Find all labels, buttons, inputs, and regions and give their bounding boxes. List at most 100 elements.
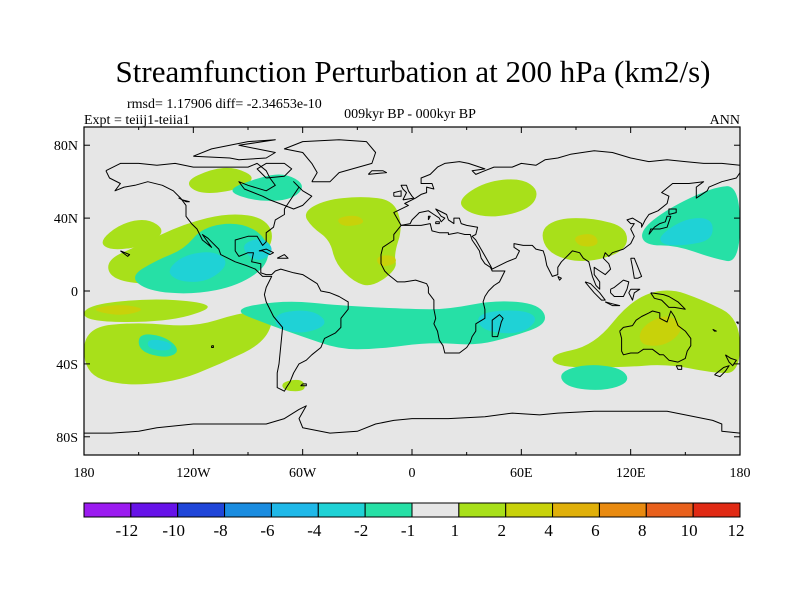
contour-region-asia-pos-core (575, 234, 598, 247)
x-tick-label: 180 (74, 466, 95, 481)
coastline-10 (668, 208, 677, 215)
stats-line: rmsd= 1.17906 diff= -2.34653e-10 (127, 97, 322, 112)
contour-region-s-pacific-pos (84, 310, 272, 385)
coastline-12 (604, 301, 621, 307)
colorbar-label: -12 (116, 521, 139, 540)
coastline-0 (105, 162, 349, 392)
coastline-30 (435, 221, 440, 225)
colorbar-swatch (645, 502, 694, 518)
experiment-label: Expt = teiij1-teiia1 (84, 113, 190, 128)
colorbar: -12 -10 -8 -6 -4 -2 -1 1 2 4 6 8 10 12 (83, 502, 745, 540)
contour-region-s-pacific-pos-core (95, 305, 141, 315)
colorbar-label: 12 (728, 521, 745, 540)
coastline-9 (648, 215, 672, 235)
colorbar-label: -4 (307, 521, 322, 540)
colorbar-label: 6 (591, 521, 600, 540)
period-label: 009kyr BP - 000kyr BP (344, 107, 476, 122)
coastline-29 (427, 215, 431, 221)
colorbar-label: 8 (638, 521, 647, 540)
coastline-16 (630, 257, 643, 279)
y-tick-label: 0 (71, 285, 78, 300)
coastline-34 (712, 328, 717, 332)
season-label: ANN (710, 113, 740, 128)
x-tick-label: 60E (510, 466, 533, 481)
axis-ticks: 80N 40N 0 40S 80S 180 120W 60W 0 60E 120E 180 (54, 127, 751, 481)
colorbar-label: 10 (681, 521, 698, 540)
contour-region-australia-pos-core (639, 316, 681, 346)
y-tick-label: 40S (56, 358, 78, 373)
x-tick-label: 0 (409, 466, 416, 481)
coastline-28 (211, 345, 214, 348)
coastline-32 (120, 250, 131, 257)
colorbar-label: 4 (544, 521, 553, 540)
contour-region-atlantic-pos (305, 197, 401, 286)
colorbar-swatch (270, 502, 319, 518)
x-tick-label: 60W (289, 466, 317, 481)
colorbar-swatch (177, 502, 226, 518)
colorbar-label: 2 (497, 521, 506, 540)
contour-region-caribbean-core (244, 239, 272, 260)
coastline-31 (557, 275, 562, 281)
colorbar-swatch (598, 502, 647, 518)
coastline-21 (84, 405, 740, 434)
y-tick-label: 40N (54, 212, 78, 227)
contour-region-n-pacific-west-core (660, 218, 713, 246)
contour-region-south-indian-neg (561, 365, 628, 390)
colorbar-label: -1 (401, 521, 415, 540)
colorbar-swatch (224, 502, 272, 518)
colorbar-swatch (505, 502, 554, 518)
coastline-7 (400, 184, 415, 201)
coastline-27 (300, 383, 307, 387)
figure-title: Streamfunction Perturbation at 200 hPa (… (116, 54, 711, 89)
colorbar-swatch (83, 502, 132, 518)
colorbar-swatch (692, 502, 741, 518)
colorbar-label: -2 (354, 521, 368, 540)
y-tick-label: 80S (56, 431, 78, 446)
contour-region-greenland-neg (232, 174, 302, 201)
coastline-13 (610, 279, 630, 297)
coastline-26 (276, 254, 289, 259)
x-tick-label: 180 (730, 466, 751, 481)
contour-fill-layer (84, 167, 740, 392)
x-tick-label: 120W (176, 466, 211, 481)
x-tick-label: 120E (616, 466, 646, 481)
colorbar-swatch (552, 502, 600, 518)
colorbar-swatch (364, 502, 413, 518)
coastline-15 (650, 292, 686, 310)
coastline-4 (401, 172, 740, 290)
colorbar-label: -10 (162, 521, 185, 540)
coastline-layer (84, 139, 740, 434)
coastline-2 (367, 170, 387, 175)
coastline-23 (256, 162, 293, 179)
coastline-1 (283, 139, 377, 183)
coastline-33 (736, 321, 739, 325)
coastline-18 (675, 365, 683, 370)
coastline-6 (491, 314, 504, 338)
contour-region-south-america-neg-core (275, 310, 325, 333)
contour-region-south-america-neg (240, 301, 546, 350)
colorbar-swatch (130, 502, 179, 518)
coastline-25 (258, 248, 274, 256)
contour-region-atlantic-pos-core1 (338, 215, 364, 226)
contour-region-atlantic-pos-core2 (377, 255, 396, 266)
coastline-19 (724, 354, 737, 367)
coastline-24 (178, 197, 190, 203)
coastline-14 (628, 288, 641, 301)
colorbar-swatch (411, 502, 460, 518)
colorbar-swatch (317, 502, 366, 518)
contour-region-patagonia-pos (282, 379, 305, 392)
coastline-17 (619, 310, 692, 363)
coastline-5 (380, 223, 506, 354)
coastline-8 (393, 190, 402, 197)
colorbar-label: -6 (260, 521, 274, 540)
contour-region-s-pacific-neg-core (147, 339, 172, 351)
coastline-22 (193, 139, 276, 161)
contour-region-s-pacific-band (84, 299, 208, 322)
colorbar-label: 1 (451, 521, 460, 540)
y-tick-label: 80N (54, 139, 78, 154)
colorbar-label: -8 (213, 521, 227, 540)
contour-region-europe-pos (460, 179, 537, 217)
contour-region-w-hemisphere-neg-core (169, 252, 226, 282)
coastline-3 (393, 150, 740, 226)
